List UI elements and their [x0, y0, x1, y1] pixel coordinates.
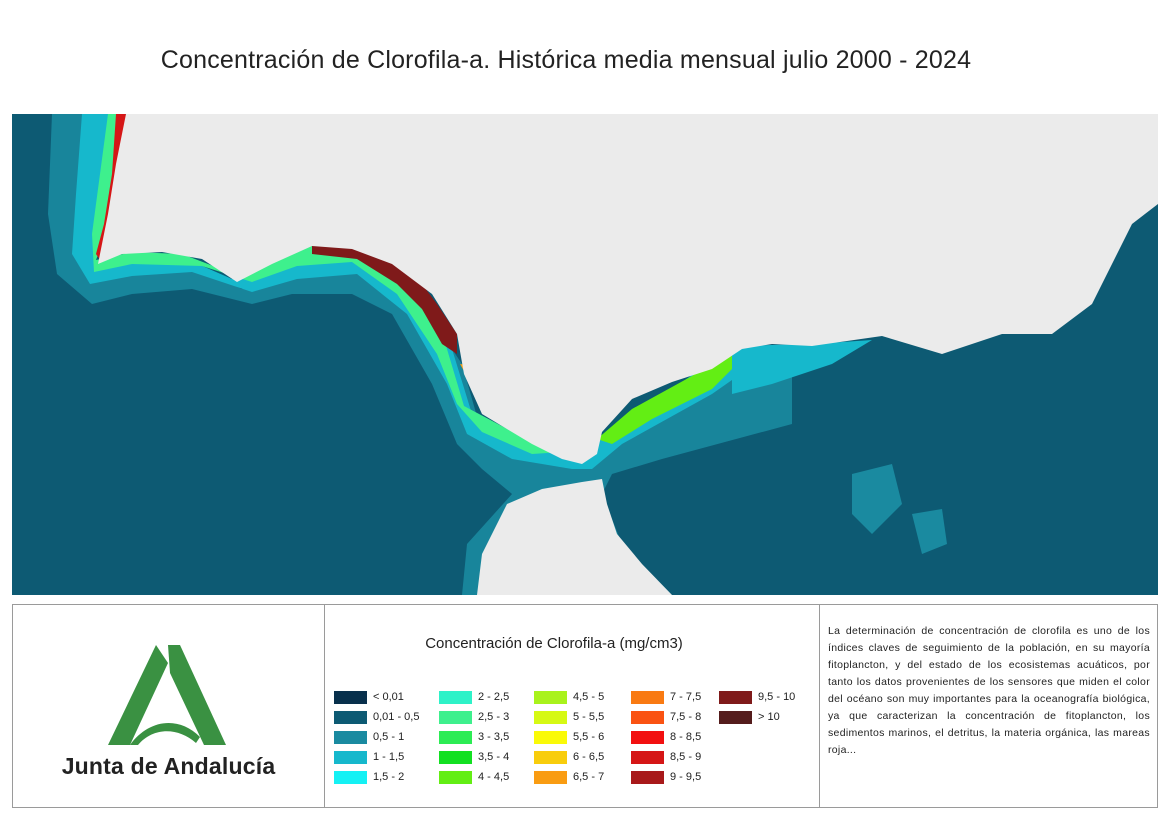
- legend-item: 8 - 8,5: [631, 729, 701, 745]
- legend-label: 2,5 - 3: [478, 711, 510, 723]
- legend-swatch: [439, 770, 472, 784]
- legend-item: 0,01 - 0,5: [334, 709, 419, 725]
- chlorophyll-map[interactable]: [12, 114, 1158, 595]
- legend-swatch: [719, 690, 752, 704]
- legend-panel: Junta de Andalucía Concentración de Clor…: [12, 604, 1158, 808]
- legend-label: 6,5 - 7: [573, 771, 605, 783]
- legend-swatch: [631, 710, 664, 724]
- legend-label: 0,01 - 0,5: [373, 711, 420, 723]
- legend-item: 6,5 - 7: [534, 769, 604, 785]
- junta-andalucia-logo-icon[interactable]: [108, 645, 228, 745]
- legend-label: 3,5 - 4: [478, 751, 510, 763]
- eastern-patch-1: [852, 464, 902, 534]
- legend-item: < 0,01: [334, 689, 404, 705]
- legend-swatch: [719, 710, 752, 724]
- legend-swatch: [631, 750, 664, 764]
- land-iberia: [98, 114, 1158, 464]
- legend-label: 9 - 9,5: [670, 771, 702, 783]
- legend-swatch: [534, 770, 567, 784]
- legend-swatch: [334, 770, 367, 784]
- mediterranean-cyan-patches: [732, 340, 872, 394]
- legend-item: 4,5 - 5: [534, 689, 604, 705]
- legend-label: 8 - 8,5: [670, 731, 702, 743]
- logo-text: Junta de Andalucía: [61, 753, 276, 779]
- legend-item: 9 - 9,5: [631, 769, 701, 785]
- legend-label: 2 - 2,5: [478, 691, 510, 703]
- legend-item: 1,5 - 2: [334, 769, 404, 785]
- legend-swatch: [534, 710, 567, 724]
- legend-swatch: [534, 730, 567, 744]
- legend-label: 6 - 6,5: [573, 751, 605, 763]
- legend-label: > 10: [758, 711, 780, 723]
- legend-swatch: [334, 710, 367, 724]
- description-text: La determinación de concentración de clo…: [828, 625, 1150, 756]
- legend-item: 8,5 - 9: [631, 749, 701, 765]
- legend-swatch: [334, 730, 367, 744]
- land-africa: [477, 479, 672, 595]
- high-concentration-huelva: [312, 244, 457, 354]
- legend-item: 2 - 2,5: [439, 689, 509, 705]
- legend-item: 5 - 5,5: [534, 709, 604, 725]
- legend-label: 5 - 5,5: [573, 711, 605, 723]
- legend-swatch: [631, 770, 664, 784]
- atlantic-shelf-outer: [48, 114, 792, 595]
- legend-label: 7 - 7,5: [670, 691, 702, 703]
- logo-cell: Junta de Andalucía: [13, 605, 325, 807]
- legend-swatch: [439, 730, 472, 744]
- legend-label: 0,5 - 1: [373, 731, 405, 743]
- legend-swatch: [534, 690, 567, 704]
- legend-swatch: [334, 690, 367, 704]
- legend-item: 2,5 - 3: [439, 709, 509, 725]
- map-title: Concentración de Clorofila-a. Histórica …: [160, 46, 972, 74]
- coastal-band-green: [92, 114, 562, 454]
- legend-swatch: [631, 730, 664, 744]
- legend-label: 1,5 - 2: [373, 771, 405, 783]
- description-cell: La determinación de concentración de clo…: [820, 605, 1157, 807]
- legend-item: 1 - 1,5: [334, 749, 404, 765]
- legend-swatch: [631, 690, 664, 704]
- eastern-patch-2: [912, 509, 947, 554]
- legend-label: 4,5 - 5: [573, 691, 605, 703]
- legend-swatch: [439, 690, 472, 704]
- legend-item: 5,5 - 6: [534, 729, 604, 745]
- legend-label: 4 - 4,5: [478, 771, 510, 783]
- legend-label: 1 - 1,5: [373, 751, 405, 763]
- legend-label: 8,5 - 9: [670, 751, 702, 763]
- high-concentration-north: [96, 114, 126, 260]
- legend-swatch: [534, 750, 567, 764]
- legend-label: 7,5 - 8: [670, 711, 702, 723]
- mediterranean-band-green: [597, 349, 747, 444]
- legend-label: < 0,01: [373, 691, 404, 703]
- legend-item: 9,5 - 10: [719, 689, 795, 705]
- legend-item: 3 - 3,5: [439, 729, 509, 745]
- legend-cell: Concentración de Clorofila-a (mg/cm3) < …: [324, 605, 820, 807]
- legend-swatch: [439, 710, 472, 724]
- legend-item: 6 - 6,5: [534, 749, 604, 765]
- legend-swatch: [334, 750, 367, 764]
- legend-label: 3 - 3,5: [478, 731, 510, 743]
- legend-item: 0,5 - 1: [334, 729, 404, 745]
- legend-item: 3,5 - 4: [439, 749, 509, 765]
- legend-swatch: [439, 750, 472, 764]
- legend-label: 5,5 - 6: [573, 731, 605, 743]
- legend-item: > 10: [719, 709, 780, 725]
- legend-title: Concentración de Clorofila-a (mg/cm3): [425, 635, 683, 652]
- legend-item: 7,5 - 8: [631, 709, 701, 725]
- legend-item: 7 - 7,5: [631, 689, 701, 705]
- legend-item: 4 - 4,5: [439, 769, 509, 785]
- legend-label: 9,5 - 10: [758, 691, 796, 703]
